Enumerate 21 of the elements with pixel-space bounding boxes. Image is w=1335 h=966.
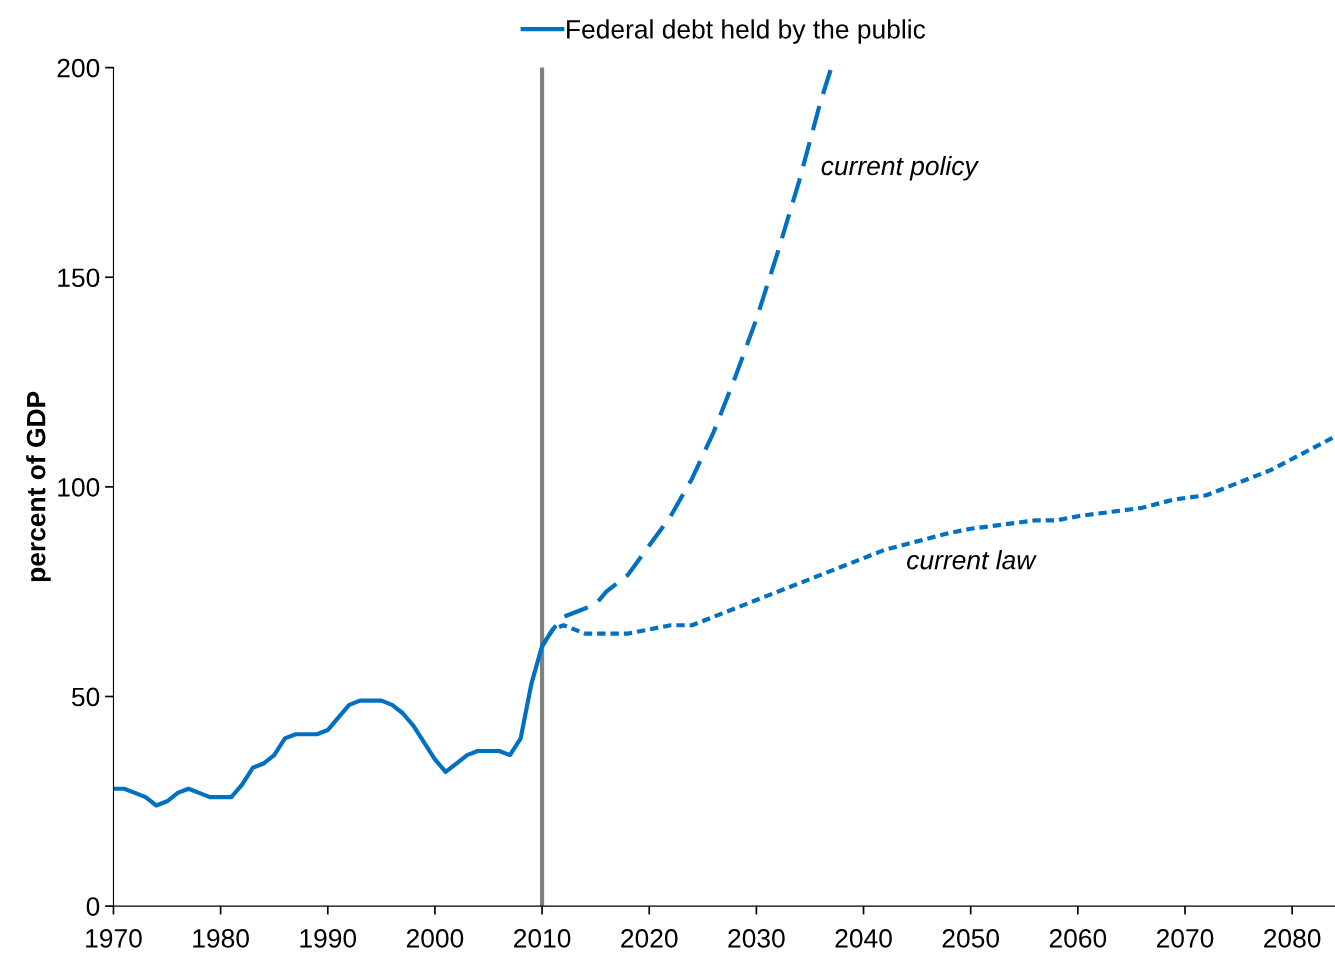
x-tick-label: 2040	[835, 929, 892, 948]
y-tick-label: 150	[58, 268, 100, 288]
x-tick-label: 2020	[621, 929, 678, 948]
y-tick-label: 50	[71, 687, 100, 707]
x-tick-label: 1970	[86, 929, 142, 948]
x-tick-label: 2080	[1264, 929, 1321, 948]
annotation: current law	[907, 550, 1037, 570]
legend-label: Federal debt held by the public	[567, 19, 926, 44]
x-tick-label: 2000	[406, 929, 464, 948]
y-tick-label: 0	[86, 897, 100, 916]
x-tick-label: 2050	[942, 929, 1000, 948]
annotation: current policy	[821, 155, 979, 181]
x-tick-label: 2010	[514, 929, 571, 948]
x-tick-label: 1980	[193, 929, 249, 948]
y-tick-label: 100	[58, 478, 100, 497]
x-tick-label: 2060	[1049, 929, 1107, 948]
x-tick-label: 2030	[728, 929, 785, 948]
x-tick-label: 2070	[1156, 929, 1214, 948]
x-tick-label: 1990	[300, 929, 357, 948]
y-tick-label: 200	[57, 58, 100, 78]
y-axis-title: percent of GDP	[26, 391, 51, 582]
